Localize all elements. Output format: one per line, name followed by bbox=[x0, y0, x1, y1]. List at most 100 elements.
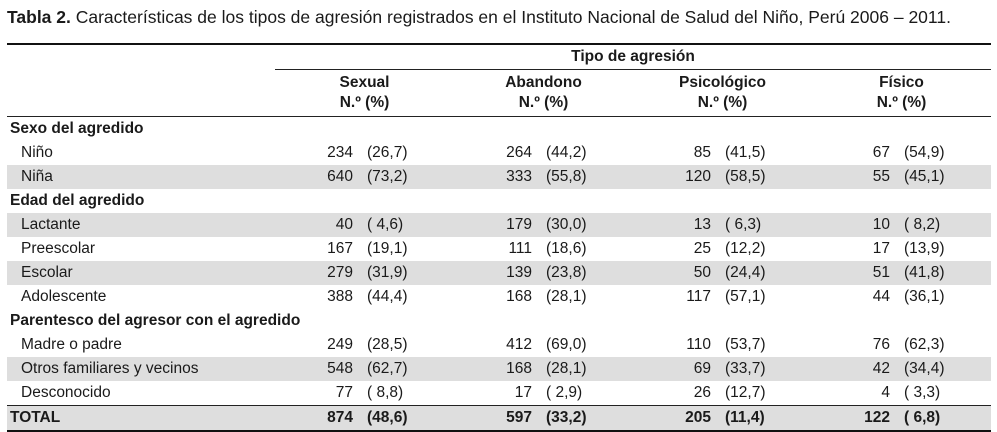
cell-percent: ( 2,9) bbox=[546, 384, 583, 401]
header-col-name: Físico bbox=[879, 74, 924, 91]
cell-count: 76 bbox=[872, 336, 890, 353]
cell-count: 117 bbox=[686, 288, 711, 305]
header-col-fisico: Físico N.º (%) bbox=[812, 69, 991, 117]
header-columns-row: Sexual N.º (%) Abandono N.º (%) Psicológic… bbox=[7, 69, 991, 117]
total-count: 205 bbox=[633, 405, 725, 432]
cell-percent: (26,7) bbox=[367, 144, 408, 161]
table-row: Preescolar 167 (19,1) 111 (18,6) 25 (12,2) 17 (1… bbox=[7, 237, 991, 261]
cell-percent: (41,8) bbox=[904, 261, 991, 285]
total-row: TOTAL 874 (48,6) 597 (33,2) 205 (11,4) 122( 6,8… bbox=[7, 405, 991, 432]
section-title: Sexo del agredido bbox=[10, 120, 144, 137]
row-label: Madre o padre bbox=[21, 336, 122, 353]
cell-count: 4 bbox=[881, 384, 890, 401]
row-label: Escolar bbox=[7, 261, 275, 285]
header-col-abandono: Abandono N.º (%) bbox=[454, 69, 633, 117]
cell-count: 69 bbox=[633, 357, 725, 381]
cell-percent: (54,9) bbox=[904, 144, 945, 161]
table-row: Adolescente 388 (44,4) 168 (28,1) 117 (57,1) 44… bbox=[7, 285, 991, 309]
cell-percent: (12,7) bbox=[725, 384, 766, 401]
cell-percent: (28,1) bbox=[546, 288, 587, 305]
cell-percent: (34,4) bbox=[904, 357, 991, 381]
row-label: Niño bbox=[21, 144, 53, 161]
table-row: Lactante 40( 4,6) 179 (30,0) 13( 6,3) 10( 8,2… bbox=[7, 213, 991, 237]
cell-percent: (62,7) bbox=[367, 357, 454, 381]
cell-percent: (44,2) bbox=[546, 144, 587, 161]
total-label: TOTAL bbox=[7, 405, 275, 432]
cell-count: 167 bbox=[327, 240, 353, 257]
row-label: Adolescente bbox=[21, 288, 107, 305]
total-count: 874 bbox=[275, 405, 367, 432]
cell-count: 51 bbox=[812, 261, 904, 285]
cell-percent: ( 8,8) bbox=[367, 384, 404, 401]
cell-count: 249 bbox=[327, 336, 353, 353]
table-row: Niña 640 (73,2) 333 (55,8) 120 (58,5) 55 (45,1) bbox=[7, 165, 991, 189]
table-row: Otros familiares y vecinos 548 (62,7) 168 (2… bbox=[7, 357, 991, 381]
header-col-sexual: Sexual N.º (%) bbox=[275, 69, 454, 117]
cell-count: 168 bbox=[454, 357, 546, 381]
cell-count: 13 bbox=[633, 213, 725, 237]
cell-percent: (55,8) bbox=[546, 165, 633, 189]
cell-percent: (53,7) bbox=[725, 336, 766, 353]
section-title: Parentesco del agresor con el agredido bbox=[10, 312, 301, 329]
cell-count: 412 bbox=[506, 336, 532, 353]
section-header-row: Edad del agredido bbox=[7, 189, 991, 213]
row-label: Niña bbox=[7, 165, 275, 189]
header-col-name: Psicológico bbox=[679, 74, 766, 91]
header-col-name: Abandono bbox=[505, 74, 582, 91]
cell-percent: (57,1) bbox=[725, 288, 766, 305]
header-col-unit: N.º (%) bbox=[518, 94, 569, 111]
cell-count: 42 bbox=[812, 357, 904, 381]
cell-count: 44 bbox=[872, 288, 890, 305]
cell-count: 234 bbox=[327, 144, 353, 161]
table-row: Niño 234 (26,7) 264 (44,2) 85 (41,5) 67 (54,9) bbox=[7, 141, 991, 165]
cell-count: 333 bbox=[454, 165, 546, 189]
cell-percent: (19,1) bbox=[367, 240, 408, 257]
caption-text: Características de los tipos de agresión… bbox=[70, 7, 951, 27]
total-percent: ( 6,8) bbox=[904, 405, 991, 432]
total-percent: (11,4) bbox=[725, 405, 812, 432]
cell-count: 55 bbox=[812, 165, 904, 189]
header-col-unit: N.º (%) bbox=[876, 94, 927, 111]
header-blank bbox=[7, 43, 275, 70]
table-row: Madre o padre 249 (28,5) 412 (69,0) 110 (53,7)… bbox=[7, 333, 991, 357]
table-caption: Tabla 2. Características de los tipos de… bbox=[7, 4, 992, 30]
total-percent: (48,6) bbox=[367, 405, 454, 432]
cell-count: 26 bbox=[693, 384, 711, 401]
header-blank-2 bbox=[7, 69, 275, 117]
cell-percent: ( 3,3) bbox=[904, 384, 941, 401]
cell-percent: (18,6) bbox=[546, 240, 587, 257]
cell-count: 25 bbox=[693, 240, 711, 257]
cell-percent: (30,0) bbox=[546, 213, 633, 237]
row-label: Lactante bbox=[7, 213, 275, 237]
cell-percent: ( 6,3) bbox=[725, 213, 812, 237]
row-label: Desconocido bbox=[21, 384, 111, 401]
cell-percent: (13,9) bbox=[904, 240, 945, 257]
cell-count: 179 bbox=[454, 213, 546, 237]
header-group: Tipo de agresión bbox=[275, 43, 991, 70]
cell-count: 111 bbox=[508, 240, 532, 257]
cell-count: 139 bbox=[454, 261, 546, 285]
total-percent: (33,2) bbox=[546, 405, 633, 432]
cell-count: 17 bbox=[872, 240, 890, 257]
cell-percent: (44,4) bbox=[367, 288, 408, 305]
cell-count: 168 bbox=[506, 288, 532, 305]
cell-count: 40 bbox=[275, 213, 367, 237]
header-col-name: Sexual bbox=[339, 74, 390, 91]
cell-percent: (12,2) bbox=[725, 240, 766, 257]
cell-count: 17 bbox=[514, 384, 532, 401]
cell-percent: (24,4) bbox=[725, 261, 812, 285]
cell-count: 279 bbox=[275, 261, 367, 285]
cell-count: 50 bbox=[633, 261, 725, 285]
cell-percent: (73,2) bbox=[367, 165, 454, 189]
cell-count: 67 bbox=[872, 144, 890, 161]
header-col-unit: N.º (%) bbox=[697, 94, 748, 111]
cell-percent: (62,3) bbox=[904, 336, 945, 353]
section-header-row: Parentesco del agresor con el agredido bbox=[7, 309, 991, 333]
table-body: Tipo de agresión Sexual N.º (%) Abandono N… bbox=[7, 43, 991, 432]
cell-percent: (33,7) bbox=[725, 357, 812, 381]
header-group-row: Tipo de agresión bbox=[7, 43, 991, 70]
cell-percent: (31,9) bbox=[367, 261, 454, 285]
cell-count: 85 bbox=[693, 144, 711, 161]
cell-count: 77 bbox=[335, 384, 353, 401]
header-col-unit: N.º (%) bbox=[339, 94, 390, 111]
